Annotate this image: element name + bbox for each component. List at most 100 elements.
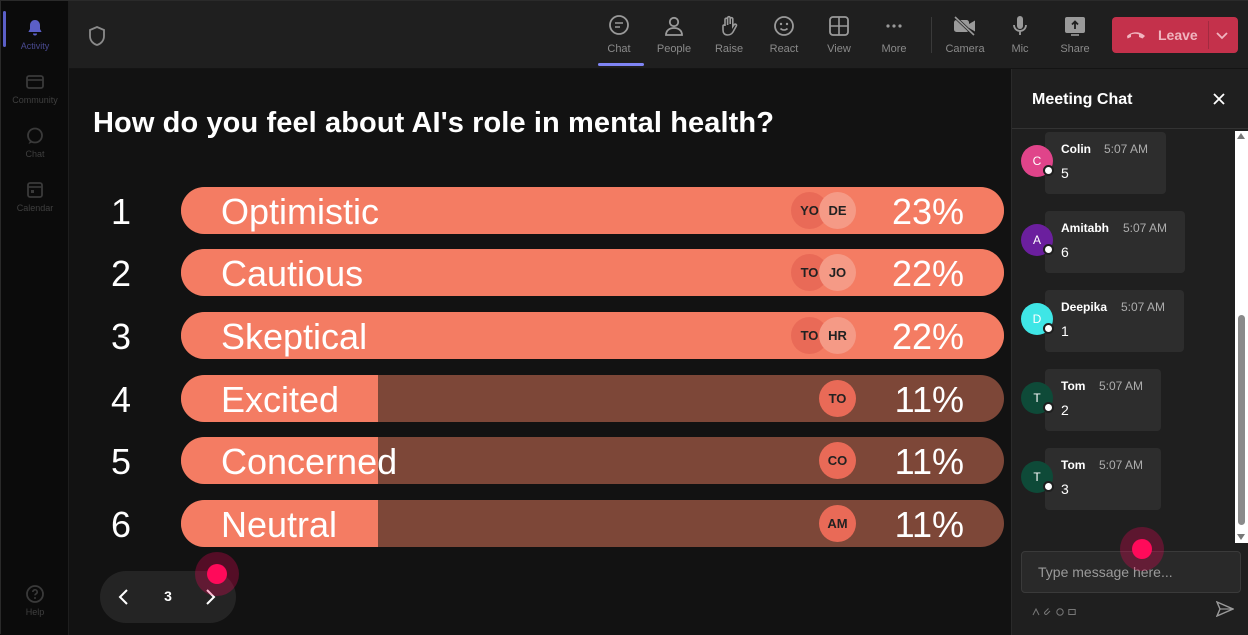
chevron-down-icon[interactable] (1214, 27, 1230, 43)
toolbar-label: More (881, 43, 907, 55)
toolbar-view-button[interactable]: View (812, 9, 866, 65)
toolbar-react-button[interactable]: React (757, 9, 811, 65)
message-author: Tom (1061, 458, 1086, 472)
emoji-icon[interactable] (1056, 603, 1064, 616)
poll-option-row: 5 Concerned 11% CO (69, 437, 1011, 485)
toolbar-share-button[interactable]: Share (1048, 9, 1102, 65)
toolbar-camera-button[interactable]: Camera (938, 9, 992, 65)
message-bubble: Deepika 5:07 AM 1 (1045, 290, 1184, 352)
voter-avatar: HR (819, 317, 856, 354)
chat-icon (24, 125, 46, 147)
voter-avatar: AM (819, 505, 856, 542)
poll-option-row: 3 Skeptical 22% TO HR (69, 312, 1011, 360)
close-icon[interactable] (1209, 89, 1229, 109)
message-bubble: Amitabh 5:07 AM 6 (1045, 211, 1185, 273)
send-icon[interactable] (1215, 600, 1235, 618)
scrollbar-thumb[interactable] (1238, 315, 1245, 525)
poll-option-bar[interactable]: Concerned 11% CO (181, 437, 1004, 484)
poll-option-bar[interactable]: Neutral 11% AM (181, 500, 1004, 547)
rail-item-label: Community (12, 95, 58, 105)
leave-divider (1208, 21, 1209, 49)
message-author: Amitabh (1061, 221, 1109, 235)
poll-option-label: Skeptical (221, 316, 368, 357)
toolbar-chat-button[interactable]: Chat (592, 9, 646, 65)
toolbar-more-button[interactable]: More (867, 9, 921, 65)
raise-hand-icon (716, 13, 742, 39)
poll-option-percent: 11% (894, 504, 964, 545)
toolbar-label: Chat (607, 43, 631, 55)
poll-option-label: Excited (221, 379, 340, 420)
poll-option-bar[interactable]: Cautious 22% TO JO (181, 249, 1004, 296)
scroll-up-arrow-icon[interactable] (1237, 133, 1245, 139)
message-bubble: Tom 5:07 AM 3 (1045, 448, 1161, 510)
option-number: 1 (110, 191, 132, 232)
poll-option-row: 4 Excited 11% TO (69, 375, 1011, 423)
poll-option-bar[interactable]: Optimistic 23% YO DE (181, 187, 1004, 234)
composer-tools (1032, 603, 1076, 616)
message-input[interactable] (1022, 552, 1240, 592)
message-text: 1 (1061, 323, 1069, 339)
poll-option-fill (181, 437, 378, 484)
attach-icon[interactable] (1044, 603, 1052, 615)
rail-item-label: Chat (25, 149, 45, 159)
message-time: 5:07 AM (1123, 221, 1168, 235)
toolbar-label: Share (1060, 43, 1090, 55)
message-author: Colin (1061, 142, 1091, 156)
poll-option-label: Neutral (221, 504, 338, 545)
toolbar-people-button[interactable]: People (647, 9, 701, 65)
poll-option-fill (181, 500, 378, 547)
message-bubble: Colin 5:07 AM 5 (1045, 132, 1166, 194)
presence-status-icon (1043, 481, 1054, 492)
chat-title: Meeting Chat (1032, 91, 1133, 108)
hang-up-icon (1126, 28, 1146, 42)
poll-option-bar[interactable]: Skeptical 22% TO HR (181, 312, 1004, 359)
chat-scrollbar[interactable] (1235, 131, 1248, 543)
toolbar-label: Mic (1011, 43, 1029, 55)
poll-option-percent: 11% (894, 441, 964, 482)
scroll-down-arrow-icon[interactable] (1237, 534, 1245, 540)
rail-item-chat[interactable]: Chat (1, 115, 69, 165)
poll-option-bar[interactable]: Excited 11% TO (181, 375, 1004, 422)
presence-status-icon (1043, 244, 1054, 255)
toolbar-divider (931, 17, 932, 53)
active-tab-indicator (598, 63, 644, 66)
toolbar-mic-button[interactable]: Mic (993, 9, 1047, 65)
more-icon (881, 13, 907, 39)
message-author: Tom (1061, 379, 1086, 393)
rail-item-activity[interactable]: Activity (1, 7, 69, 57)
rail-item-help[interactable]: Help (1, 573, 69, 623)
rail-item-label: Help (25, 607, 45, 617)
presence-status-icon (1043, 402, 1054, 413)
poll-question: How do you feel about AI's role in menta… (93, 107, 775, 139)
community-icon (24, 71, 46, 93)
people-icon (661, 13, 687, 39)
rail-item-community[interactable]: Community (1, 61, 69, 111)
react-smiley-icon (771, 13, 797, 39)
poll-option-label: Cautious (221, 253, 364, 294)
message-text: 2 (1061, 402, 1069, 418)
toolbar-raise-button[interactable]: Raise (702, 9, 756, 65)
gif-icon[interactable] (1068, 603, 1076, 615)
message-time: 5:07 AM (1121, 300, 1166, 314)
bell-icon (24, 17, 46, 39)
option-number: 5 (110, 441, 132, 482)
presence-status-icon (1043, 165, 1054, 176)
voter-avatar: JO (819, 254, 856, 291)
option-number: 6 (110, 504, 132, 545)
format-icon[interactable] (1032, 603, 1040, 616)
voter-avatar: CO (819, 442, 856, 479)
rail-item-calendar[interactable]: Calendar (1, 169, 69, 219)
poll-option-row: 2 Cautious 22% TO JO (69, 249, 1011, 297)
poll-option-fill (181, 249, 1004, 296)
rail-item-label: Calendar (16, 203, 54, 213)
poll-option-fill (181, 187, 1004, 234)
poll-option-percent: 11% (894, 379, 964, 420)
previous-page-button[interactable] (112, 585, 136, 609)
toolbar-label: Camera (945, 43, 985, 55)
help-icon (24, 583, 46, 605)
message-text: 6 (1061, 244, 1069, 260)
message-text: 5 (1061, 165, 1069, 181)
next-page-button[interactable] (198, 585, 222, 609)
leave-button[interactable]: Leave (1112, 17, 1238, 53)
